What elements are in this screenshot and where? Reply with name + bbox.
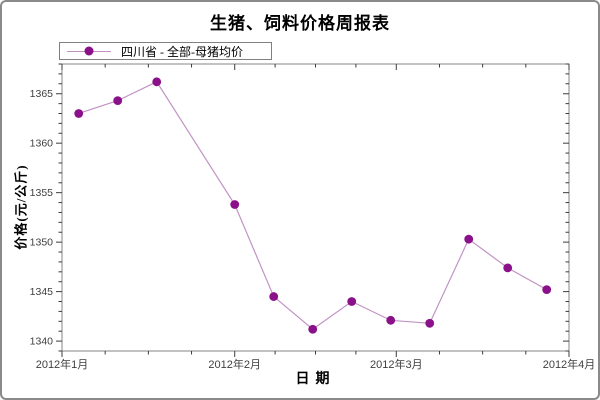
series-markers (74, 77, 552, 334)
data-point-marker (230, 200, 240, 209)
data-point-marker (308, 324, 318, 334)
x-tick-label: 2012年2月 (208, 357, 261, 371)
x-axis-title: 日期 (295, 372, 336, 387)
x-tick-label: 2012年4月 (543, 357, 596, 371)
legend-series-label: 四川省 - 全部-母猪均价 (121, 44, 243, 59)
data-point-marker (269, 292, 279, 301)
y-tick-label: 1355 (30, 187, 54, 199)
data-point-marker (425, 318, 435, 328)
data-point-marker (74, 109, 84, 118)
data-point-marker (113, 96, 123, 106)
data-point-marker (542, 285, 552, 295)
legend-series-marker-icon (67, 46, 111, 56)
y-tick-label: 1350 (30, 237, 54, 249)
y-tick-label: 1360 (30, 138, 54, 150)
x-tick-label: 2012年3月 (370, 357, 423, 371)
y-tick-label: 1345 (30, 286, 54, 298)
x-axis-ticks: 2012年1月 2012年2月 2012年3月 2012年4月 (36, 64, 596, 371)
x-tick-label: 2012年1月 (36, 357, 89, 371)
series-line (78, 81, 548, 330)
data-point-marker (152, 77, 162, 87)
chart-title: 生猪、饲料价格周报表 (210, 14, 390, 33)
legend: 四川省 - 全部-母猪均价 (59, 42, 272, 60)
legend-dot-sample (84, 46, 94, 56)
data-point-marker (464, 234, 474, 244)
y-tick-label: 1340 (30, 336, 54, 348)
data-point-marker (386, 315, 396, 325)
y-axis-ticks: 1340 1345 1350 1355 1360 1365 (30, 63, 569, 352)
data-point-marker (503, 263, 513, 273)
data-point-marker (347, 297, 357, 306)
plot-border (61, 63, 570, 352)
y-tick-label: 1365 (30, 88, 54, 100)
